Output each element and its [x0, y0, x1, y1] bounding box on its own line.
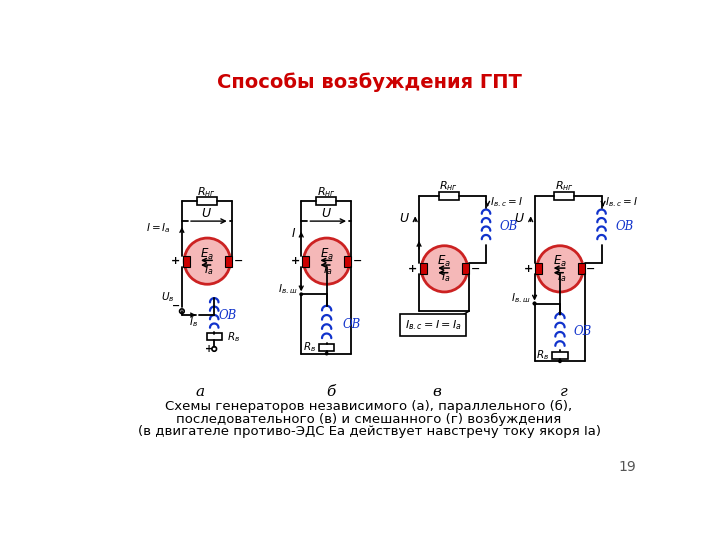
- Circle shape: [300, 292, 303, 296]
- Text: $E_a$: $E_a$: [553, 254, 567, 269]
- Text: +: +: [290, 256, 300, 266]
- Text: 19: 19: [618, 460, 636, 474]
- Text: Способы возбуждения ГПТ: Способы возбуждения ГПТ: [217, 72, 521, 91]
- Text: $E_a$: $E_a$: [200, 247, 215, 262]
- Text: $I_a$: $I_a$: [204, 263, 214, 276]
- Bar: [462, 264, 469, 274]
- Text: $R_{нг}$: $R_{нг}$: [197, 185, 217, 199]
- Text: $U$: $U$: [202, 207, 212, 220]
- Text: $U$: $U$: [321, 207, 332, 220]
- Circle shape: [421, 246, 467, 292]
- Text: $R_{нг}$: $R_{нг}$: [439, 179, 458, 193]
- Circle shape: [304, 238, 350, 284]
- Text: ОВ: ОВ: [616, 220, 634, 233]
- Text: −: −: [171, 301, 180, 311]
- Circle shape: [558, 359, 562, 363]
- Bar: [552, 352, 567, 359]
- Text: $I_{в.с} = I = I_a$: $I_{в.с} = I = I_a$: [405, 318, 462, 332]
- Text: $I_a$: $I_a$: [323, 263, 333, 276]
- Text: $I$: $I$: [291, 227, 296, 240]
- Text: $E_a$: $E_a$: [320, 247, 333, 262]
- Bar: [183, 256, 189, 267]
- Text: $I_a$: $I_a$: [441, 271, 451, 284]
- Text: $R_в$: $R_в$: [536, 348, 549, 362]
- Circle shape: [558, 312, 562, 315]
- Circle shape: [184, 238, 230, 284]
- Text: ОВ: ОВ: [342, 318, 360, 331]
- Bar: [319, 344, 334, 351]
- Text: $U$: $U$: [514, 212, 526, 225]
- Circle shape: [179, 309, 184, 314]
- Text: а: а: [195, 385, 204, 399]
- Text: г: г: [560, 385, 567, 399]
- Text: $I_в$: $I_в$: [189, 315, 198, 329]
- Text: +: +: [171, 256, 180, 266]
- Text: последовательного (в) и смешанного (г) возбуждения: последовательного (в) и смешанного (г) в…: [176, 413, 562, 426]
- Text: (в двигателе противо-ЭДС Еа действует навстречу току якоря Iа): (в двигателе противо-ЭДС Еа действует на…: [138, 425, 600, 438]
- Text: ОВ: ОВ: [500, 220, 518, 233]
- Bar: [535, 264, 542, 274]
- Text: в: в: [432, 385, 441, 399]
- Text: $R_{нг}$: $R_{нг}$: [554, 179, 574, 193]
- Text: $I_a$: $I_a$: [557, 271, 566, 284]
- Text: $I_{в.ш}$: $I_{в.ш}$: [278, 282, 297, 296]
- Text: −: −: [353, 256, 362, 266]
- Text: Схемы генераторов независимого (а), параллельного (б),: Схемы генераторов независимого (а), пара…: [166, 400, 572, 413]
- Bar: [316, 197, 336, 205]
- Bar: [197, 197, 217, 205]
- Bar: [225, 256, 232, 267]
- Text: $I_{в.с}=I$: $I_{в.с}=I$: [606, 195, 638, 209]
- Text: −: −: [233, 256, 243, 266]
- Text: +: +: [204, 344, 213, 354]
- Text: $E_a$: $E_a$: [438, 254, 451, 269]
- Bar: [302, 256, 309, 267]
- Text: ОВ: ОВ: [574, 326, 592, 339]
- Circle shape: [325, 352, 328, 355]
- Text: $I_{в.ш}$: $I_{в.ш}$: [511, 291, 531, 305]
- Text: $R_{нг}$: $R_{нг}$: [317, 185, 336, 199]
- Text: −: −: [471, 264, 480, 274]
- Text: $I_{в.с}=I$: $I_{в.с}=I$: [490, 195, 523, 209]
- Text: $U$: $U$: [399, 212, 410, 225]
- Text: $R_в$: $R_в$: [227, 330, 240, 343]
- Bar: [577, 264, 585, 274]
- Text: −: −: [586, 264, 595, 274]
- Circle shape: [533, 301, 536, 306]
- Text: ОВ: ОВ: [219, 308, 237, 321]
- Bar: [420, 264, 427, 274]
- Circle shape: [537, 246, 583, 292]
- Bar: [554, 192, 575, 200]
- Text: $R_в$: $R_в$: [303, 341, 316, 354]
- Text: +: +: [523, 264, 533, 274]
- Text: б: б: [326, 385, 335, 399]
- Text: $I = I_a$: $I = I_a$: [146, 221, 171, 235]
- Text: +: +: [408, 264, 418, 274]
- Bar: [207, 333, 222, 340]
- Circle shape: [212, 347, 217, 351]
- Bar: [438, 192, 459, 200]
- Bar: [344, 256, 351, 267]
- Circle shape: [533, 301, 536, 306]
- Text: $U_в$: $U_в$: [161, 291, 174, 304]
